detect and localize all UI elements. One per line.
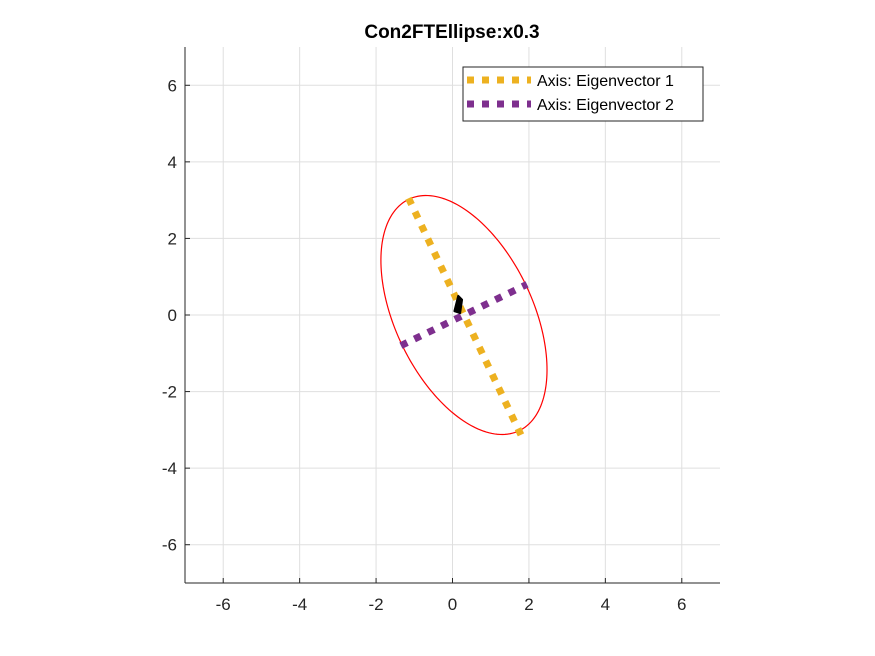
y-tick-label: 0 bbox=[168, 306, 177, 325]
legend-label-eigenvector-1: Axis: Eigenvector 1 bbox=[537, 73, 674, 90]
legend-label-eigenvector-2: Axis: Eigenvector 2 bbox=[537, 97, 674, 114]
y-tick-label: 4 bbox=[168, 153, 177, 172]
y-tick-label: -6 bbox=[162, 536, 177, 555]
x-tick-label: 6 bbox=[677, 595, 686, 614]
y-tick-label: 2 bbox=[168, 229, 177, 248]
legend-box bbox=[462, 66, 704, 122]
x-tick-label: -2 bbox=[369, 595, 384, 614]
chart-title: Con2FTEllipse:x0.3 bbox=[364, 22, 539, 43]
y-tick-label: -2 bbox=[162, 383, 177, 402]
x-tick-label: -6 bbox=[216, 595, 231, 614]
x-tick-label: 2 bbox=[524, 595, 533, 614]
y-tick-label: 6 bbox=[168, 76, 177, 95]
x-tick-label: 0 bbox=[448, 595, 457, 614]
plot-area bbox=[380, 194, 548, 438]
series-line-eigenvector-1 bbox=[405, 196, 525, 438]
x-tick-label: 4 bbox=[601, 595, 610, 614]
grid-lines bbox=[185, 47, 720, 583]
center-marker bbox=[453, 294, 464, 315]
y-tick-label: -4 bbox=[162, 459, 177, 478]
axis-ticks: -6 -4 -2 0 2 4 6 -6 -4 -2 0 2 4 6 bbox=[162, 76, 687, 614]
x-tick-label: -4 bbox=[292, 595, 307, 614]
legend: Axis: Eigenvector 1 Axis: Eigenvector 2 bbox=[462, 66, 704, 122]
